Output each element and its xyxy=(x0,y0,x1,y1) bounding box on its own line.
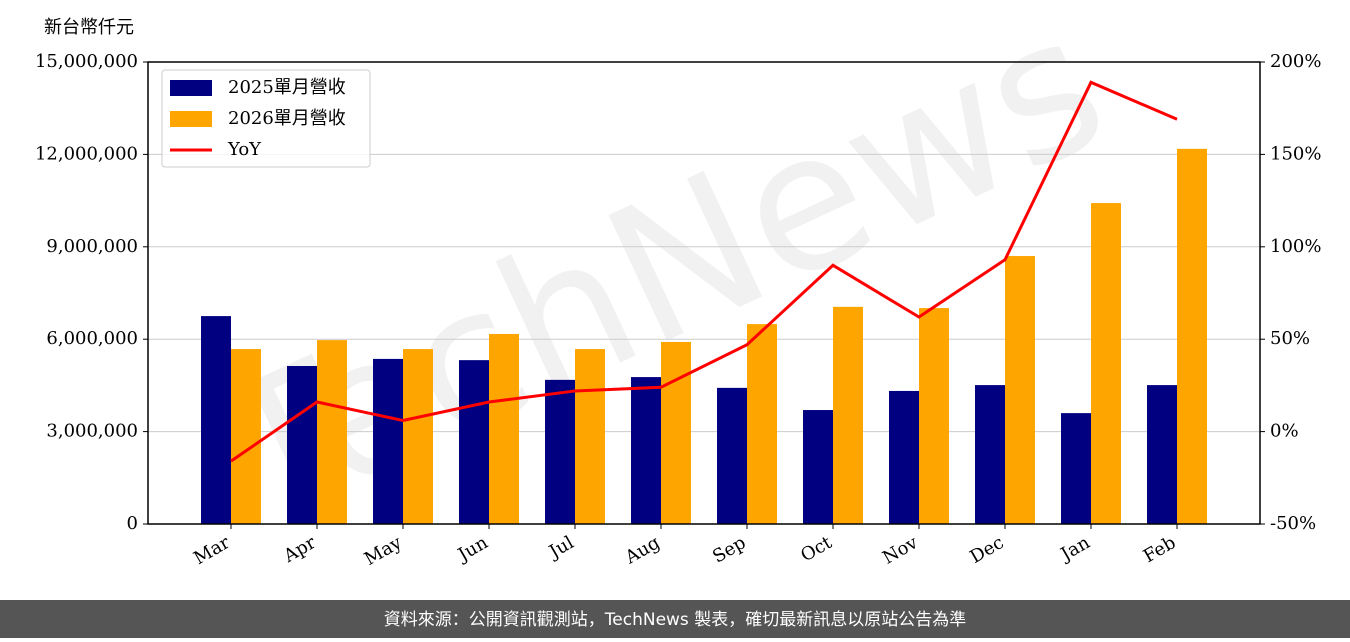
bar xyxy=(889,390,919,524)
legend-swatch xyxy=(170,111,212,127)
bar xyxy=(317,340,347,524)
x-tick-label: Mar xyxy=(190,532,234,569)
y-tick-label: 12,000,000 xyxy=(35,143,138,164)
bar xyxy=(1147,385,1177,524)
legend-label: 2025單月營收 xyxy=(228,77,346,98)
y2-tick-label: -50% xyxy=(1270,513,1316,534)
bar xyxy=(231,349,261,524)
bar xyxy=(803,410,833,524)
bar xyxy=(1061,413,1091,524)
x-tick-label: May xyxy=(361,532,406,570)
y-tick-label: 0 xyxy=(127,513,138,534)
x-tick-label: Dec xyxy=(967,532,1008,568)
bar xyxy=(1091,203,1121,524)
y2-tick-label: 100% xyxy=(1270,236,1321,257)
line xyxy=(230,80,1178,463)
bar xyxy=(631,377,661,524)
legend-swatch xyxy=(170,80,212,96)
bar xyxy=(373,358,403,524)
x-tick-label: Jun xyxy=(453,532,492,567)
y-tick-label: 6,000,000 xyxy=(46,328,138,349)
y2-tick-label: 0% xyxy=(1270,421,1299,442)
y2-tick-label: 150% xyxy=(1270,143,1321,164)
y-tick-label: 15,000,000 xyxy=(35,51,138,72)
legend-box xyxy=(161,69,371,168)
footer-bar xyxy=(0,600,1350,638)
x-tick-label: Jan xyxy=(1056,532,1094,566)
bar xyxy=(403,349,433,524)
bar xyxy=(833,306,863,524)
bar xyxy=(661,341,691,524)
y-tick-label: 9,000,000 xyxy=(46,236,138,257)
plot-frame xyxy=(147,61,1261,525)
bar xyxy=(459,360,489,524)
x-tick-label: Nov xyxy=(879,532,922,569)
bar xyxy=(575,349,605,524)
bar xyxy=(717,387,747,524)
x-tick-label: Feb xyxy=(1140,532,1180,567)
bar xyxy=(919,308,949,524)
x-tick-label: Oct xyxy=(797,532,836,567)
y-tick-label: 3,000,000 xyxy=(46,421,138,442)
footer: 資料來源：公開資訊觀測站，TechNews 製表，確切最新訊息以原站公告為準 xyxy=(384,610,966,630)
bar xyxy=(1177,148,1207,524)
bar xyxy=(201,316,231,524)
x-tick-label: Sep xyxy=(709,532,749,567)
bar xyxy=(545,379,575,524)
legend: 2025單月營收 2026單月營收 YoY xyxy=(161,69,371,168)
legend-label: YoY xyxy=(227,139,262,160)
y2-tick-label: 200% xyxy=(1270,51,1321,72)
bar xyxy=(287,365,317,524)
x-tick-label: Aug xyxy=(621,532,664,569)
y-axis-label: 新台幣仟元 xyxy=(44,17,134,38)
bar xyxy=(489,333,519,524)
y2-tick-label: 50% xyxy=(1270,328,1310,349)
bar xyxy=(975,385,1005,524)
x-tick-label: Jul xyxy=(544,532,578,564)
legend-label: 2026單月營收 xyxy=(228,108,346,129)
bar xyxy=(747,324,777,524)
bar xyxy=(1005,256,1035,524)
